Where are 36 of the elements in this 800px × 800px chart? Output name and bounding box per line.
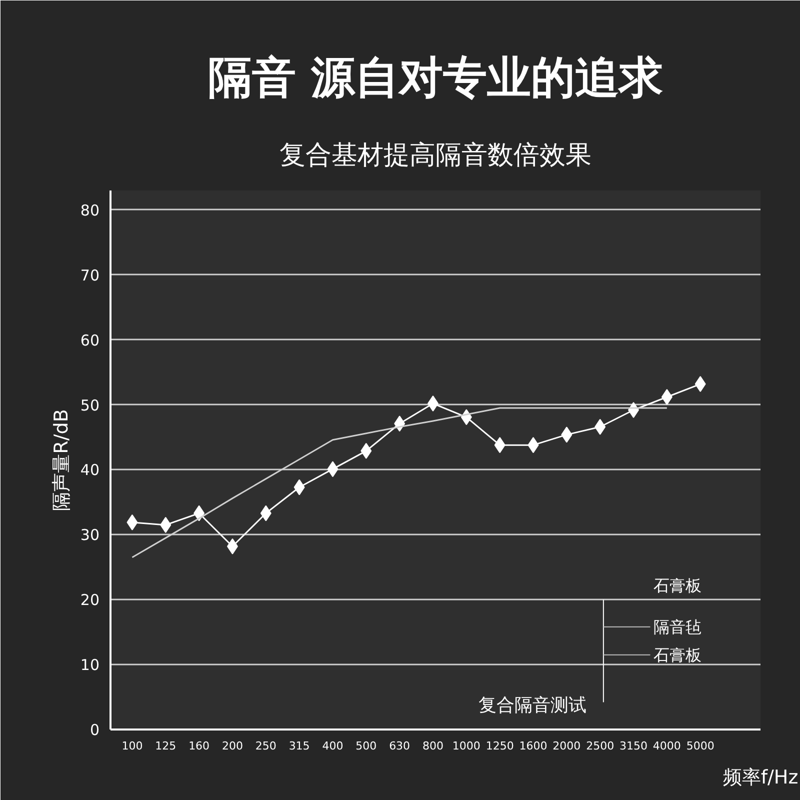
y-tick-label: 10 (80, 656, 100, 674)
y-tick-label: 40 (80, 461, 100, 480)
x-tick-label: 2000 (552, 740, 581, 752)
x-tick-label: 1600 (519, 740, 548, 752)
x-tick-label: 500 (356, 740, 377, 752)
x-tick-label: 315 (288, 740, 310, 752)
x-tick-label: 800 (422, 740, 444, 752)
y-tick-label: 70 (80, 266, 100, 284)
y-axis-title: 隔声量R/dB (50, 409, 72, 511)
x-tick-label: 1000 (452, 740, 480, 752)
annotation: 石膏板 (654, 576, 702, 595)
annotation: 石膏板 (654, 645, 702, 664)
x-tick-label: 400 (322, 740, 344, 752)
annotation: 隔音毡 (654, 617, 702, 636)
x-tick-label: 3150 (620, 740, 648, 752)
x-tick-label: 100 (122, 740, 143, 752)
x-tick-label: 2500 (586, 740, 614, 752)
y-tick-label: 0 (90, 721, 100, 739)
y-tick-label: 50 (80, 396, 100, 414)
chart-subtitle: 复合基材提高隔音数倍效果 (280, 140, 592, 170)
x-tick-label: 4000 (652, 740, 681, 752)
y-tick-label: 20 (80, 591, 100, 610)
x-axis-title: 频率f/Hz (722, 766, 798, 788)
x-tick-label: 160 (188, 740, 210, 752)
x-tick-label: 630 (389, 740, 410, 752)
annotation: 复合隔音测试 (478, 694, 587, 716)
point (427, 396, 438, 412)
y-tick-label: 60 (80, 331, 100, 350)
x-tick-label: 200 (222, 740, 243, 752)
y-tick-label: 30 (80, 526, 100, 544)
x-tick-label: 250 (255, 740, 276, 752)
y-tick-label: 80 (80, 201, 100, 220)
chart-title: 隔音 源自对专业的追求 (208, 52, 664, 104)
x-tick-label: 1250 (486, 740, 514, 752)
x-tick-label: 5000 (686, 740, 714, 752)
x-tick-label: 125 (155, 740, 176, 752)
